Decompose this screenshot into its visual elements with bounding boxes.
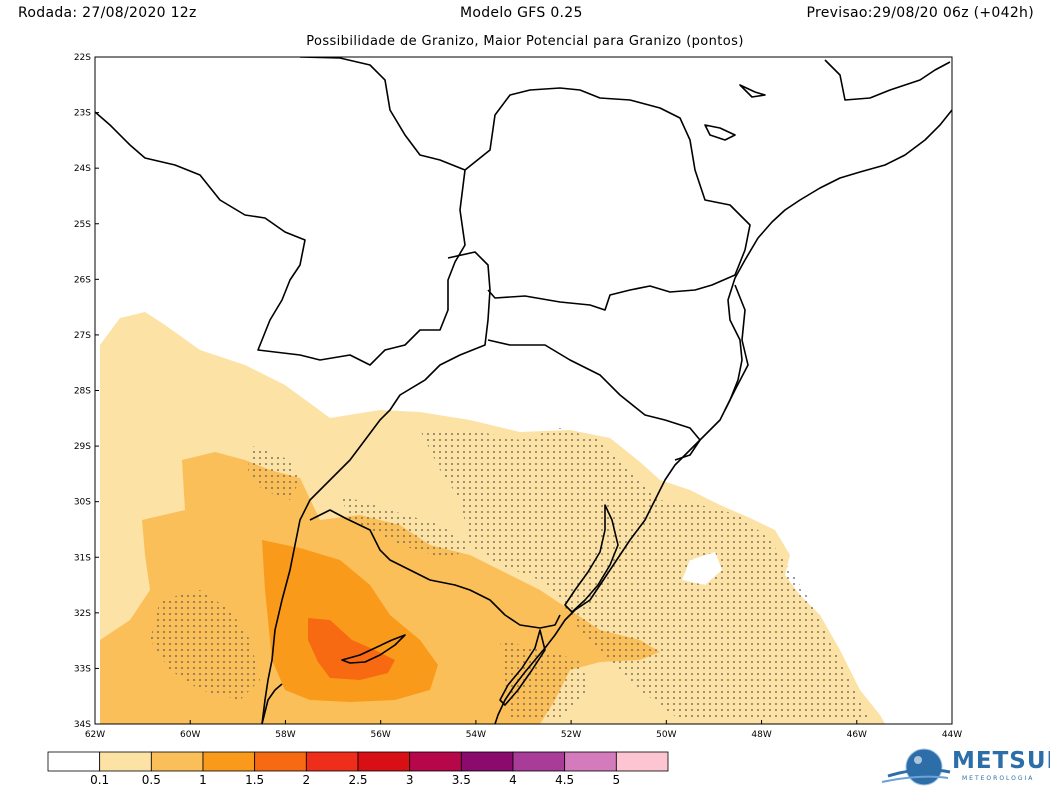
colorbar-label: 3.5 xyxy=(451,773,471,787)
colorbar-label: 0.5 xyxy=(141,773,161,787)
colorbar-swatch xyxy=(460,751,514,772)
lon-tick-label: 44W xyxy=(942,730,962,740)
lon-tick-label: 50W xyxy=(656,730,676,740)
lon-tick-label: 60W xyxy=(180,730,200,740)
river-outline xyxy=(261,683,283,724)
colorbar-swatch xyxy=(202,751,256,772)
colorbar-label: 0.1 xyxy=(90,773,110,787)
coastline xyxy=(824,59,951,101)
lat-tick-label: 31S xyxy=(74,553,91,563)
reservoir-outline xyxy=(341,634,406,664)
globe-icon xyxy=(881,748,951,786)
border-line xyxy=(261,251,491,724)
lat-tick-label: 30S xyxy=(74,498,91,508)
colorbar-swatch xyxy=(409,751,462,772)
lon-tick-label: 52W xyxy=(561,730,581,740)
colorbar-label: 3 xyxy=(405,773,414,787)
lat-tick-label: 28S xyxy=(74,387,91,397)
lat-tick-label: 25S xyxy=(74,220,91,230)
lagoon-outline xyxy=(564,504,619,613)
lon-tick-label: 58W xyxy=(275,730,295,740)
colorbar-swatch xyxy=(615,751,669,772)
run-date-label: Rodada: 27/08/2020 12z xyxy=(18,5,197,21)
lagoon-outline xyxy=(499,629,546,706)
colorbar-label: 2.5 xyxy=(348,773,368,787)
lon-tick-label: 62W xyxy=(85,730,105,740)
colorbar-label: 2 xyxy=(302,773,311,787)
coastline xyxy=(704,124,736,141)
lon-tick-label: 56W xyxy=(370,730,390,740)
lat-tick-label: 24S xyxy=(74,164,91,174)
colorbar-label: 4.5 xyxy=(555,773,575,787)
lat-tick-label: 27S xyxy=(74,331,91,341)
hail-max-potential-stipple xyxy=(420,428,870,720)
colorbar-swatch xyxy=(512,751,566,772)
colorbar xyxy=(47,751,669,772)
lon-tick-label: 54W xyxy=(466,730,486,740)
lat-tick-label: 23S xyxy=(74,109,91,119)
colorbar-label: 4 xyxy=(509,773,517,787)
hail-max-potential-stipple xyxy=(340,495,470,560)
lat-tick-label: 29S xyxy=(74,442,91,452)
lat-tick-label: 34S xyxy=(74,720,91,730)
coastline xyxy=(494,109,952,724)
metsul-logo: METSUL METEOROLOGIA xyxy=(880,744,1050,790)
colorbar-label: 5 xyxy=(612,773,621,787)
logo-subtitle: METEOROLOGIA xyxy=(962,775,1035,782)
lat-tick-label: 22S xyxy=(74,53,91,63)
map-subtitle: Possibilidade de Granizo, Maior Potencia… xyxy=(306,34,744,49)
lat-tick-label: 33S xyxy=(74,664,91,674)
hail-max-potential-stipple xyxy=(248,445,300,500)
border-line xyxy=(309,509,561,629)
colorbar-swatch xyxy=(305,751,359,772)
border-line xyxy=(464,87,751,311)
colorbar-swatch xyxy=(357,751,411,772)
colorbar-label: 1 xyxy=(199,773,207,787)
hail-max-potential-stipple xyxy=(150,590,260,700)
coastline xyxy=(739,84,766,98)
model-name-label: Modelo GFS 0.25 xyxy=(460,5,583,21)
colorbar-swatch xyxy=(564,751,617,772)
logo-name: METSUL xyxy=(952,748,1050,774)
forecast-time-label: Previsao:29/08/20 06z (+042h) xyxy=(806,5,1034,21)
border-line xyxy=(95,57,466,366)
colorbar-swatch xyxy=(254,751,307,772)
lon-tick-label: 46W xyxy=(847,730,867,740)
colorbar-swatch xyxy=(99,751,152,772)
hail-zone-1.5 xyxy=(308,618,395,680)
colorbar-swatch xyxy=(47,751,101,772)
lon-tick-label: 48W xyxy=(751,730,771,740)
colorbar-swatch xyxy=(150,751,204,772)
hail-max-potential-stipple xyxy=(500,640,590,720)
lat-tick-label: 26S xyxy=(74,275,91,285)
longitude-axis: 62W 60W 58W 56W 54W 52W 50W 48W 46W 44W xyxy=(85,720,962,740)
lat-tick-label: 32S xyxy=(74,609,91,619)
latitude-axis: 22S 23S 24S 25S 26S 27S 28S 29S 30S 31S 32S 33S 34S xyxy=(74,53,99,730)
colorbar-label: 1.5 xyxy=(245,773,265,787)
